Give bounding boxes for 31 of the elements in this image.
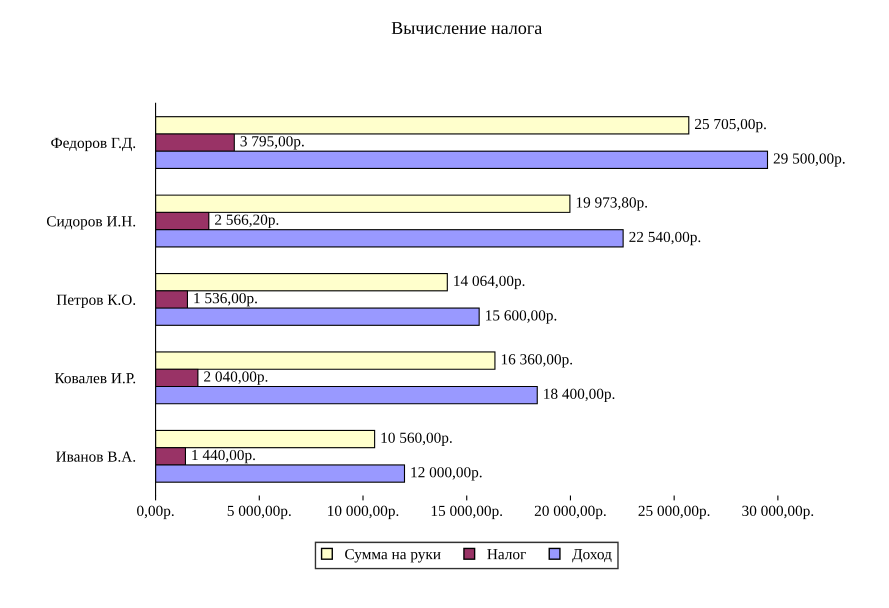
x-tick-label: 25 000,00р. [638,506,710,520]
data-label: 29 500,00р. [774,153,845,167]
y-tick-label: Ковалев И.Р. [54,373,136,384]
data-label: 15 600,00р. [486,310,556,324]
data-label: 12 000,00р. [411,467,482,480]
data-label: 1 536,00р. [194,292,257,306]
data-label: 3 795,00р. [240,136,304,150]
x-tick-label: 15 000,00р. [432,506,502,520]
y-tick-label: Петров К.О. [56,294,136,308]
data-label: 2 040,00р. [204,371,268,385]
data-label: 1 440,00р. [192,450,255,464]
chart-title: Вычисление налога [392,22,542,34]
y-tick-label: Сидоров И.Н. [46,216,136,230]
y-tick-label: Федоров Г.Д. [51,138,136,152]
data-label: 10 560,00р. [382,432,452,446]
x-tick-label: 20 000,00р. [534,506,606,520]
x-tick-label: 30 000,00р. [742,506,814,520]
x-tick-label: 5 000,00р. [228,506,291,520]
data-label: 2 566,20р. [215,214,278,228]
legend-label: Доход [572,549,612,562]
data-label: 25 705,00р. [695,118,766,132]
legend-label: Сумма на руки [345,549,441,562]
x-tick-label: 0,00р. [137,506,174,520]
data-label: 16 360,00р. [502,354,572,368]
data-label: 22 540,00р. [629,232,700,246]
legend-label: Налог [487,549,526,560]
y-tick-label: Иванов В.А. [56,452,136,462]
data-label: 14 064,00р. [454,276,524,290]
data-label: 19 973,80р. [576,197,648,211]
x-tick-label: 10 000,00р. [328,506,398,520]
data-label: 18 400,00р. [544,388,614,402]
